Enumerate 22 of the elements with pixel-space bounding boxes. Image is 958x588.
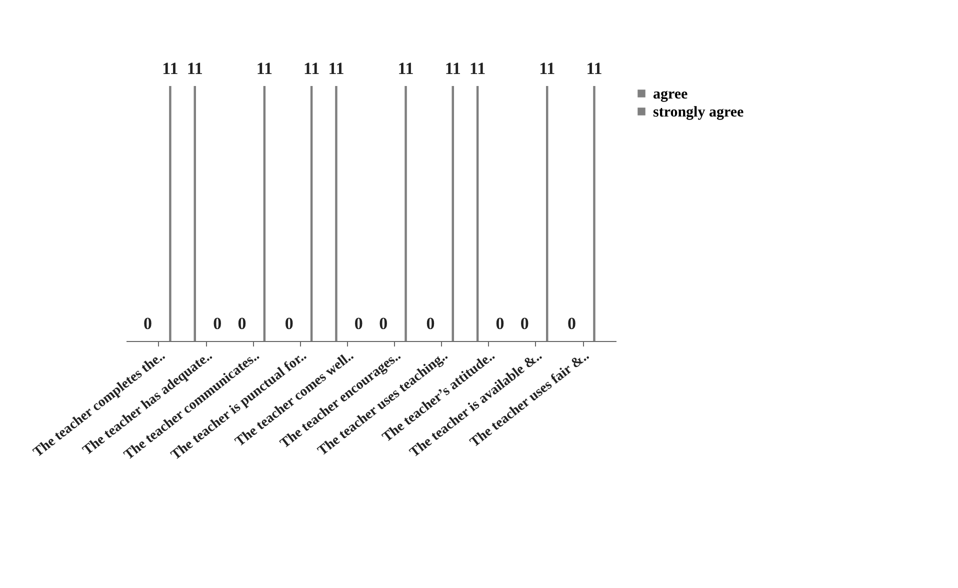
data-label: 0 — [568, 314, 576, 333]
data-label: 11 — [398, 59, 414, 78]
data-label: 0 — [426, 314, 435, 333]
data-label: 0 — [379, 314, 388, 333]
data-label: 11 — [539, 59, 556, 78]
data-label: 11 — [328, 59, 344, 78]
legend-label: agree — [653, 86, 688, 102]
data-label: 0 — [520, 314, 529, 333]
data-label: 0 — [496, 314, 504, 333]
data-label: 0 — [144, 314, 152, 333]
data-label: 0 — [284, 314, 294, 333]
data-label: 0 — [354, 314, 363, 333]
data-label: 11 — [586, 59, 602, 78]
data-label: 0 — [238, 314, 246, 333]
legend-label: strongly agree — [653, 104, 744, 120]
data-label: 11 — [256, 59, 272, 78]
data-label: 11 — [304, 59, 320, 78]
data-label: 11 — [444, 59, 461, 78]
data-label: 0 — [213, 314, 222, 333]
data-label: 11 — [162, 59, 178, 78]
data-label: 11 — [186, 59, 203, 78]
data-label: 11 — [470, 59, 486, 78]
